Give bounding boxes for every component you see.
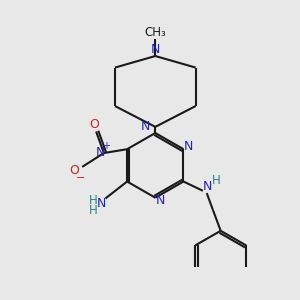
Text: N: N — [95, 146, 105, 159]
Text: N: N — [203, 180, 212, 194]
Text: N: N — [184, 140, 194, 153]
Text: H: H — [212, 174, 220, 187]
Text: N: N — [97, 197, 106, 210]
Text: O: O — [89, 118, 99, 131]
Text: O: O — [70, 164, 79, 177]
Text: +: + — [102, 141, 110, 151]
Text: −: − — [76, 173, 85, 183]
Text: CH₃: CH₃ — [144, 26, 166, 39]
Text: H: H — [88, 204, 98, 217]
Text: N: N — [156, 194, 165, 206]
Text: N: N — [140, 120, 150, 134]
Text: N: N — [151, 43, 160, 56]
Text: H: H — [88, 194, 98, 207]
